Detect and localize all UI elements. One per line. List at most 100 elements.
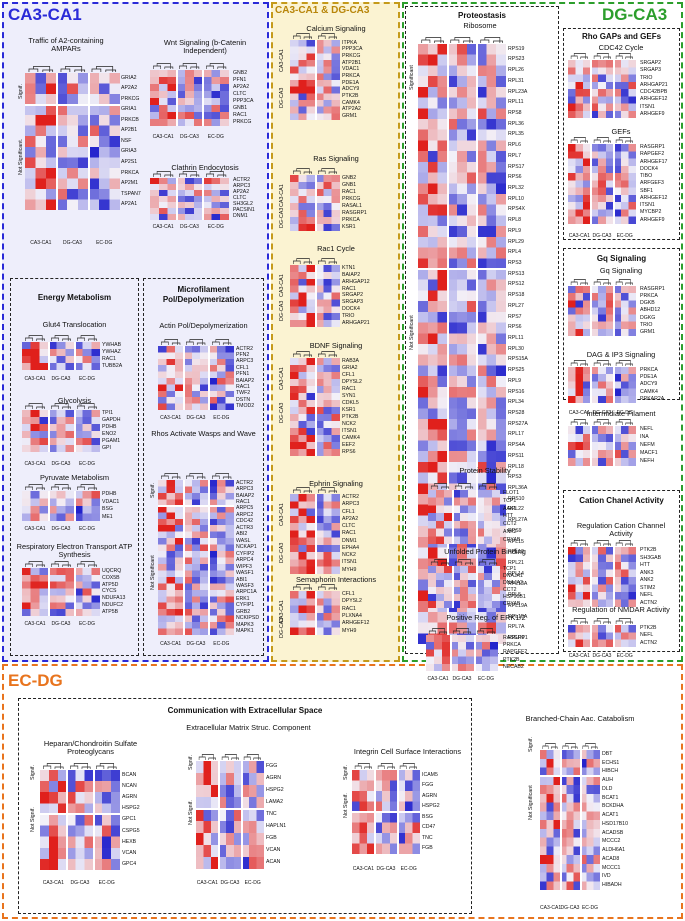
gene-label: RPS16 <box>508 388 525 395</box>
column-label: CA3-CA1 <box>30 240 52 246</box>
gene-label: ITPKA <box>342 39 357 46</box>
gene-label: RPS11 <box>508 452 525 459</box>
significant-label: Signif. <box>188 755 194 770</box>
column-gap <box>47 410 50 452</box>
gene-label: RPS3 <box>508 474 522 481</box>
gene-label: PFN1 <box>236 371 250 378</box>
not-significant-label: Not Significant <box>409 315 415 350</box>
gene-label: CLTC <box>233 195 247 202</box>
dendrogram <box>49 335 73 341</box>
gene-label: CFL1 <box>342 591 355 598</box>
dendrogram <box>614 618 635 624</box>
gene-label: ICAM5 <box>422 771 438 778</box>
gene-label: ITSN1 <box>640 202 655 209</box>
dendrogram <box>151 171 175 177</box>
gene-label: ABHD12 <box>640 307 661 314</box>
gene-label: GPC4 <box>122 860 137 867</box>
gene-label: AAK1 <box>503 505 517 512</box>
column-label: EC-DG <box>78 621 96 627</box>
dendrogram <box>177 63 201 69</box>
gene-label: GPC1 <box>122 816 137 823</box>
dendrogram <box>242 754 263 760</box>
column-label: CA3-CA1 <box>352 866 374 872</box>
gene-label: RPL9 <box>508 227 521 234</box>
gene-label: ACAD8 <box>602 855 620 862</box>
gqsig-heatmap <box>568 286 636 336</box>
gene-label: ACTN2 <box>640 599 658 606</box>
gene-label: CAMK4 <box>342 99 360 106</box>
gene-label: RAPGEF2 <box>640 151 665 158</box>
gene-label: ENO2 <box>102 430 117 437</box>
dendrogram <box>23 561 47 567</box>
gene-label: ITSN1 <box>640 103 655 110</box>
gene-label: CYFIP1 <box>236 602 255 609</box>
gene-label: RAC1 <box>236 499 250 505</box>
gefs-title: GEFs <box>611 127 631 136</box>
dendrogram <box>23 403 47 409</box>
gene-label: DNAJA1 <box>503 572 523 579</box>
dendrogram <box>427 628 449 634</box>
gene-label: DGKG <box>640 314 656 321</box>
gene-label: RPS7 <box>508 313 522 320</box>
gene-label: STIM2 <box>640 584 656 591</box>
gene-label: GRM1 <box>640 328 655 335</box>
gene-label: CSPG5 <box>122 827 140 834</box>
gene-label: RPL10 <box>508 195 524 202</box>
column-gap <box>314 494 317 574</box>
column-gap <box>612 625 615 647</box>
gene-label: BSG <box>102 506 113 513</box>
gene-label: DGKB <box>640 300 655 307</box>
gene-label: ACTN2 <box>640 639 658 646</box>
gene-label: NEFL <box>640 592 654 599</box>
gene-label: RASAL1 <box>342 202 362 209</box>
dendrogram <box>49 561 73 567</box>
dendrogram <box>614 419 635 425</box>
column-gap <box>314 358 317 456</box>
dendrogram <box>204 171 228 177</box>
column-label: EC-DG <box>244 880 261 886</box>
box-gq-title: Gq Signaling <box>596 254 647 263</box>
column-gap <box>202 178 205 220</box>
gene-label: PRKCG <box>342 195 361 202</box>
dendrogram <box>353 763 374 769</box>
gene-label: CFL1 <box>342 508 355 515</box>
dendrogram <box>291 487 314 493</box>
gene-label: ARPC1A <box>236 589 257 596</box>
gene-label: NEFM <box>640 442 655 449</box>
row-gap <box>196 808 264 810</box>
dendrogram <box>569 360 590 366</box>
gene-label: AP2A2 <box>233 189 250 196</box>
gene-label: ANK2 <box>640 577 654 584</box>
gene-label: KTN1 <box>342 264 356 271</box>
gene-label: HSD17B10 <box>602 820 628 827</box>
column-gap <box>612 60 615 118</box>
gene-label: ARHGEF12 <box>640 194 668 201</box>
gene-label: AP2A1 <box>121 201 138 208</box>
column-label: DG-CA3 <box>452 676 472 682</box>
gene-label: CYFIP2 <box>236 550 255 557</box>
gene-label: RASGRP1 <box>503 635 528 641</box>
gene-label: RPS25 <box>508 367 525 374</box>
group-label: CA3-CA1 <box>279 503 285 526</box>
pyruvate-title: Pyruvate Metabolism <box>39 473 109 482</box>
gene-label: RAC1 <box>102 355 116 362</box>
dendrogram <box>569 618 590 624</box>
gene-label: AGRN <box>422 792 437 799</box>
gene-label: RPS19 <box>508 45 525 52</box>
gene-label: ALDH6A1 <box>602 847 626 854</box>
gene-label: INA <box>640 434 649 441</box>
gene-label: AP2M1 <box>121 180 139 187</box>
gqsig-title: Gq Signaling <box>599 266 643 275</box>
gene-label: DSTN <box>236 396 251 403</box>
gene-label: AUH <box>602 777 613 784</box>
dendrogram <box>561 743 579 749</box>
dendrogram <box>184 339 207 345</box>
gene-label: ACTR2 <box>236 345 254 352</box>
group-label: CA3-CA1 <box>279 367 285 390</box>
region-shared-title: CA3-CA1 & DG-CA3 <box>275 5 370 16</box>
gene-label: RPL14 <box>508 570 524 577</box>
gene-label: YWHAB <box>102 341 122 348</box>
dendrogram <box>291 584 314 590</box>
column-label: DG-CA3 <box>51 461 71 467</box>
gene-label: BCAN <box>122 771 137 778</box>
